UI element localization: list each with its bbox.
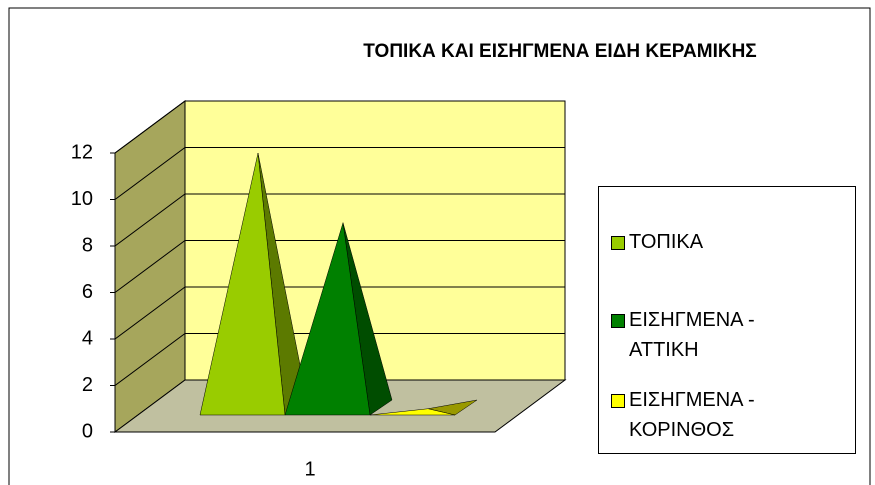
grid-line xyxy=(114,240,565,293)
y-tick-label: 6 xyxy=(82,281,93,303)
legend-item: ΕΙΣΗΓΜΕΝΑ - ΚΟΡΙΝΘΟΣ xyxy=(611,385,851,445)
legend-item: ΤΟΠΙΚΑ xyxy=(611,227,851,257)
legend: ΤΟΠΙΚΑ ΕΙΣΗΓΜΕΝΑ - ΑΤΤΙΚΗ ΕΙΣΗΓΜΕΝΑ - ΚΟΡΙ… xyxy=(598,186,856,454)
y-tick-label: 12 xyxy=(71,141,93,163)
grid-line xyxy=(114,333,565,386)
grid-line xyxy=(114,193,565,247)
legend-label: ΕΙΣΗΓΜΕΝΑ - ΑΤΤΙΚΗ xyxy=(629,309,755,361)
y-tick-label: 4 xyxy=(82,327,93,349)
y-tick-label: 0 xyxy=(82,420,93,442)
grid-line xyxy=(114,100,565,154)
pyramid xyxy=(284,222,393,416)
legend-label: ΕΙΣΗΓΜΕΝΑ - ΚΟΡΙΝΘΟΣ xyxy=(629,389,755,441)
legend-swatch xyxy=(611,236,625,250)
x-tick-label: 1 xyxy=(304,458,315,480)
legend-label: ΤΟΠΙΚΑ xyxy=(629,231,704,253)
pyramid-front xyxy=(369,408,456,416)
pyramid-front xyxy=(284,222,371,416)
y-tick-label: 2 xyxy=(82,374,93,396)
legend-swatch xyxy=(611,314,625,328)
chart-title: ΤΟΠΙΚΑ ΚΑΙ ΕΙΣΗΓΜΕΝΑ ΕΙΔΗ ΚΕΡΑΜΙΚΗΣ xyxy=(363,41,756,62)
grid-line xyxy=(114,147,565,200)
pyramid xyxy=(369,399,478,416)
pyramid xyxy=(199,152,308,416)
legend-swatch xyxy=(611,394,625,408)
y-tick-label: 10 xyxy=(71,188,93,210)
legend-item: ΕΙΣΗΓΜΕΝΑ - ΑΤΤΙΚΗ xyxy=(611,305,851,365)
y-tick-label: 8 xyxy=(82,234,93,256)
pyramid-front xyxy=(199,152,286,416)
grid-line xyxy=(114,286,565,340)
